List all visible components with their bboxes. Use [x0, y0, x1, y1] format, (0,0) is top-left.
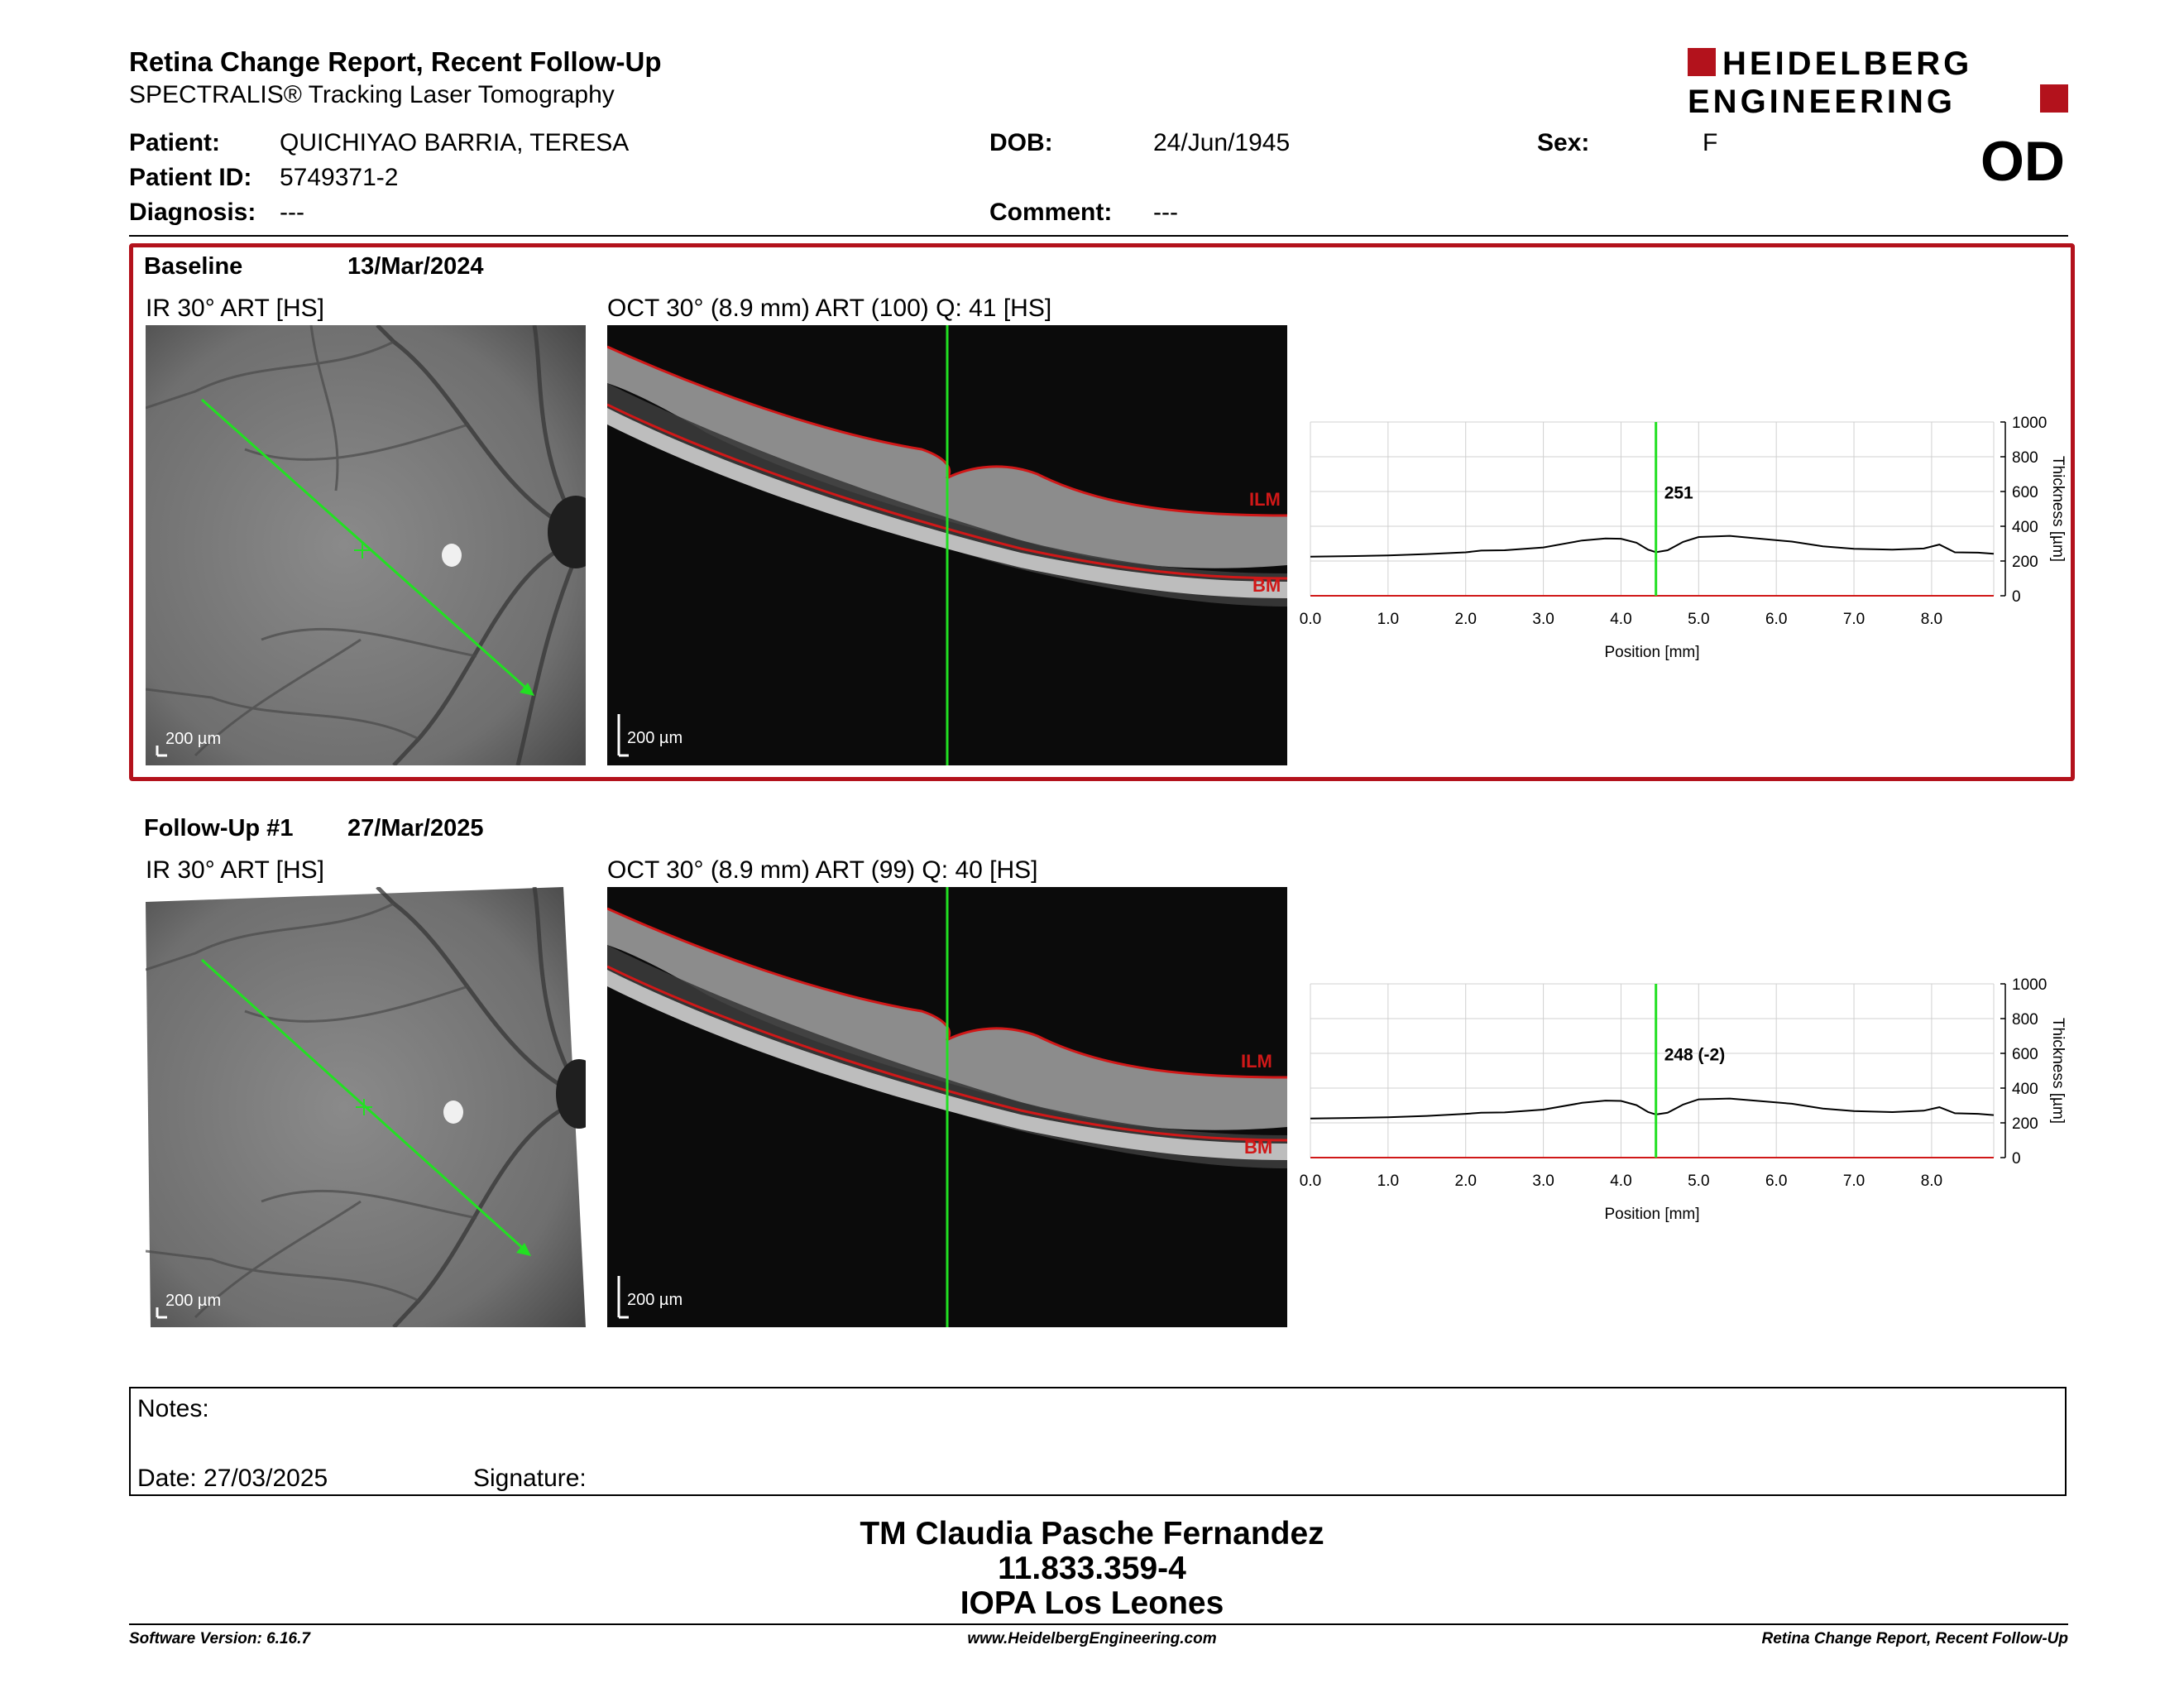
scale-bar-label: 200 µm — [165, 1292, 222, 1310]
thickness-chart: 0 200 400 600 800 1000 0.0 1.0 2.0 3.0 4.0 5.0 6.0 7.… — [1300, 976, 2067, 1223]
exam-label: Baseline — [144, 253, 243, 280]
x-tick-label: 8.0 — [1921, 611, 1942, 628]
y-axis-label: Thickness [µm] — [2049, 456, 2067, 562]
comment-value: --- — [1153, 199, 1178, 226]
bm-label: BM — [1244, 1137, 1273, 1158]
oct-bscan-image: ILM BM 200 µm — [607, 887, 1287, 1327]
comment-label: Comment: — [989, 199, 1113, 226]
x-tick-label: 0.0 — [1300, 1172, 1321, 1190]
x-tick-label: 6.0 — [1765, 611, 1787, 628]
thickness-series-line — [1310, 1097, 1995, 1120]
report-title: Retina Change Report, Recent Follow-Up — [129, 46, 662, 77]
marker-value-label: 251 — [1664, 483, 1693, 502]
sex-value: F — [1703, 129, 1718, 156]
ilm-label: ILM — [1249, 489, 1281, 510]
y-tick-label: 400 — [2012, 519, 2038, 536]
x-tick-label: 3.0 — [1532, 1172, 1554, 1190]
oct-bscan-image: ILM BM 200 µm — [607, 325, 1287, 765]
x-tick-label: 1.0 — [1377, 1172, 1399, 1190]
x-tick-label: 7.0 — [1843, 1172, 1865, 1190]
y-tick-label: 1000 — [2012, 415, 2047, 432]
patient-id-label: Patient ID: — [129, 164, 252, 191]
x-tick-label: 6.0 — [1765, 1172, 1787, 1190]
y-tick-label: 0 — [2012, 588, 2021, 606]
diagnosis-label: Diagnosis: — [129, 199, 256, 226]
sex-label: Sex: — [1537, 129, 1590, 156]
patient-id: 5749371-2 — [280, 164, 399, 191]
diagnosis-value: --- — [280, 199, 304, 226]
y-tick-label: 600 — [2012, 484, 2038, 501]
x-tick-label: 2.0 — [1455, 611, 1477, 628]
heidelberg-logo: HEIDELBERG ENGINEERING — [1688, 46, 2068, 116]
x-tick-label: 5.0 — [1688, 1172, 1709, 1190]
x-tick-label: 8.0 — [1921, 1172, 1942, 1190]
ir-fundus-image: 200 µm — [146, 325, 586, 765]
eye-indicator: OD — [1980, 130, 2065, 193]
ir-image-label: IR 30° ART [HS] — [146, 295, 324, 322]
y-tick-label: 200 — [2012, 1115, 2038, 1133]
y-tick-label: 400 — [2012, 1081, 2038, 1098]
exam-date: 27/Mar/2025 — [347, 815, 484, 842]
dob-label: DOB: — [989, 129, 1053, 156]
logo-line2: ENGINEERING — [1688, 84, 1956, 116]
scale-bar-label: 200 µm — [627, 1291, 683, 1309]
footer-divider — [129, 1623, 2068, 1625]
website-link[interactable]: www.HeidelbergEngineering.com — [967, 1630, 1217, 1647]
ilm-label: ILM — [1241, 1051, 1272, 1072]
x-tick-label: 5.0 — [1688, 611, 1709, 628]
patient-label: Patient: — [129, 129, 221, 156]
x-axis-label: Position [mm] — [1604, 1206, 1699, 1223]
exam-label: Follow-Up #1 — [144, 815, 294, 842]
y-tick-label: 600 — [2012, 1046, 2038, 1063]
report-subtitle: SPECTRALIS® Tracking Laser Tomography — [129, 81, 615, 108]
x-tick-label: 4.0 — [1610, 1172, 1631, 1190]
x-tick-label: 7.0 — [1843, 611, 1865, 628]
y-tick-label: 800 — [2012, 449, 2038, 467]
baseline-panel — [129, 243, 2075, 781]
ir-image-label: IR 30° ART [HS] — [146, 856, 324, 884]
software-version: Software Version: 6.16.7 — [129, 1630, 310, 1647]
exam-date: 13/Mar/2024 — [347, 253, 484, 280]
y-tick-label: 0 — [2012, 1150, 2021, 1168]
x-tick-label: 4.0 — [1610, 611, 1631, 628]
signature-label: Signature: — [473, 1465, 587, 1492]
y-tick-label: 1000 — [2012, 976, 2047, 994]
x-axis-label: Position [mm] — [1604, 644, 1699, 661]
y-tick-label: 200 — [2012, 554, 2038, 571]
thickness-series-line — [1310, 535, 1995, 558]
oct-image-label: OCT 30° (8.9 mm) ART (99) Q: 40 [HS] — [607, 856, 1038, 884]
notes-label: Notes: — [137, 1395, 209, 1422]
scale-bar-label: 200 µm — [627, 729, 683, 747]
header-divider — [129, 235, 2068, 237]
x-tick-label: 2.0 — [1455, 1172, 1477, 1190]
scale-bar-label: 200 µm — [165, 730, 222, 748]
notes-box[interactable]: Notes: Date: 27/03/2025 Signature: — [129, 1387, 2067, 1496]
operator-id: 11.833.359-4 — [998, 1551, 1186, 1586]
dob-value: 24/Jun/1945 — [1153, 129, 1291, 156]
report-name: Retina Change Report, Recent Follow-Up — [1761, 1630, 2068, 1647]
y-tick-label: 800 — [2012, 1011, 2038, 1029]
y-axis-label: Thickness [µm] — [2049, 1018, 2067, 1124]
clinic-name: IOPA Los Leones — [960, 1585, 1224, 1621]
bm-label: BM — [1252, 575, 1281, 596]
marker-value-label: 248 (-2) — [1664, 1045, 1726, 1064]
x-tick-label: 0.0 — [1300, 611, 1321, 628]
logo-line1: HEIDELBERG — [1722, 46, 1972, 82]
ir-fundus-image: 200 µm — [146, 887, 586, 1327]
operator-name: TM Claudia Pasche Fernandez — [860, 1516, 1324, 1551]
date-label: Date: 27/03/2025 — [137, 1465, 328, 1492]
x-tick-label: 3.0 — [1532, 611, 1554, 628]
thickness-chart: 0 200 400 600 800 1000 0.0 1.0 2.0 3.0 4.0 5.0 6.0 7.… — [1300, 415, 2067, 661]
patient-name: QUICHIYAO BARRIA, TERESA — [280, 129, 630, 156]
x-tick-label: 1.0 — [1377, 611, 1399, 628]
oct-image-label: OCT 30° (8.9 mm) ART (100) Q: 41 [HS] — [607, 295, 1052, 322]
